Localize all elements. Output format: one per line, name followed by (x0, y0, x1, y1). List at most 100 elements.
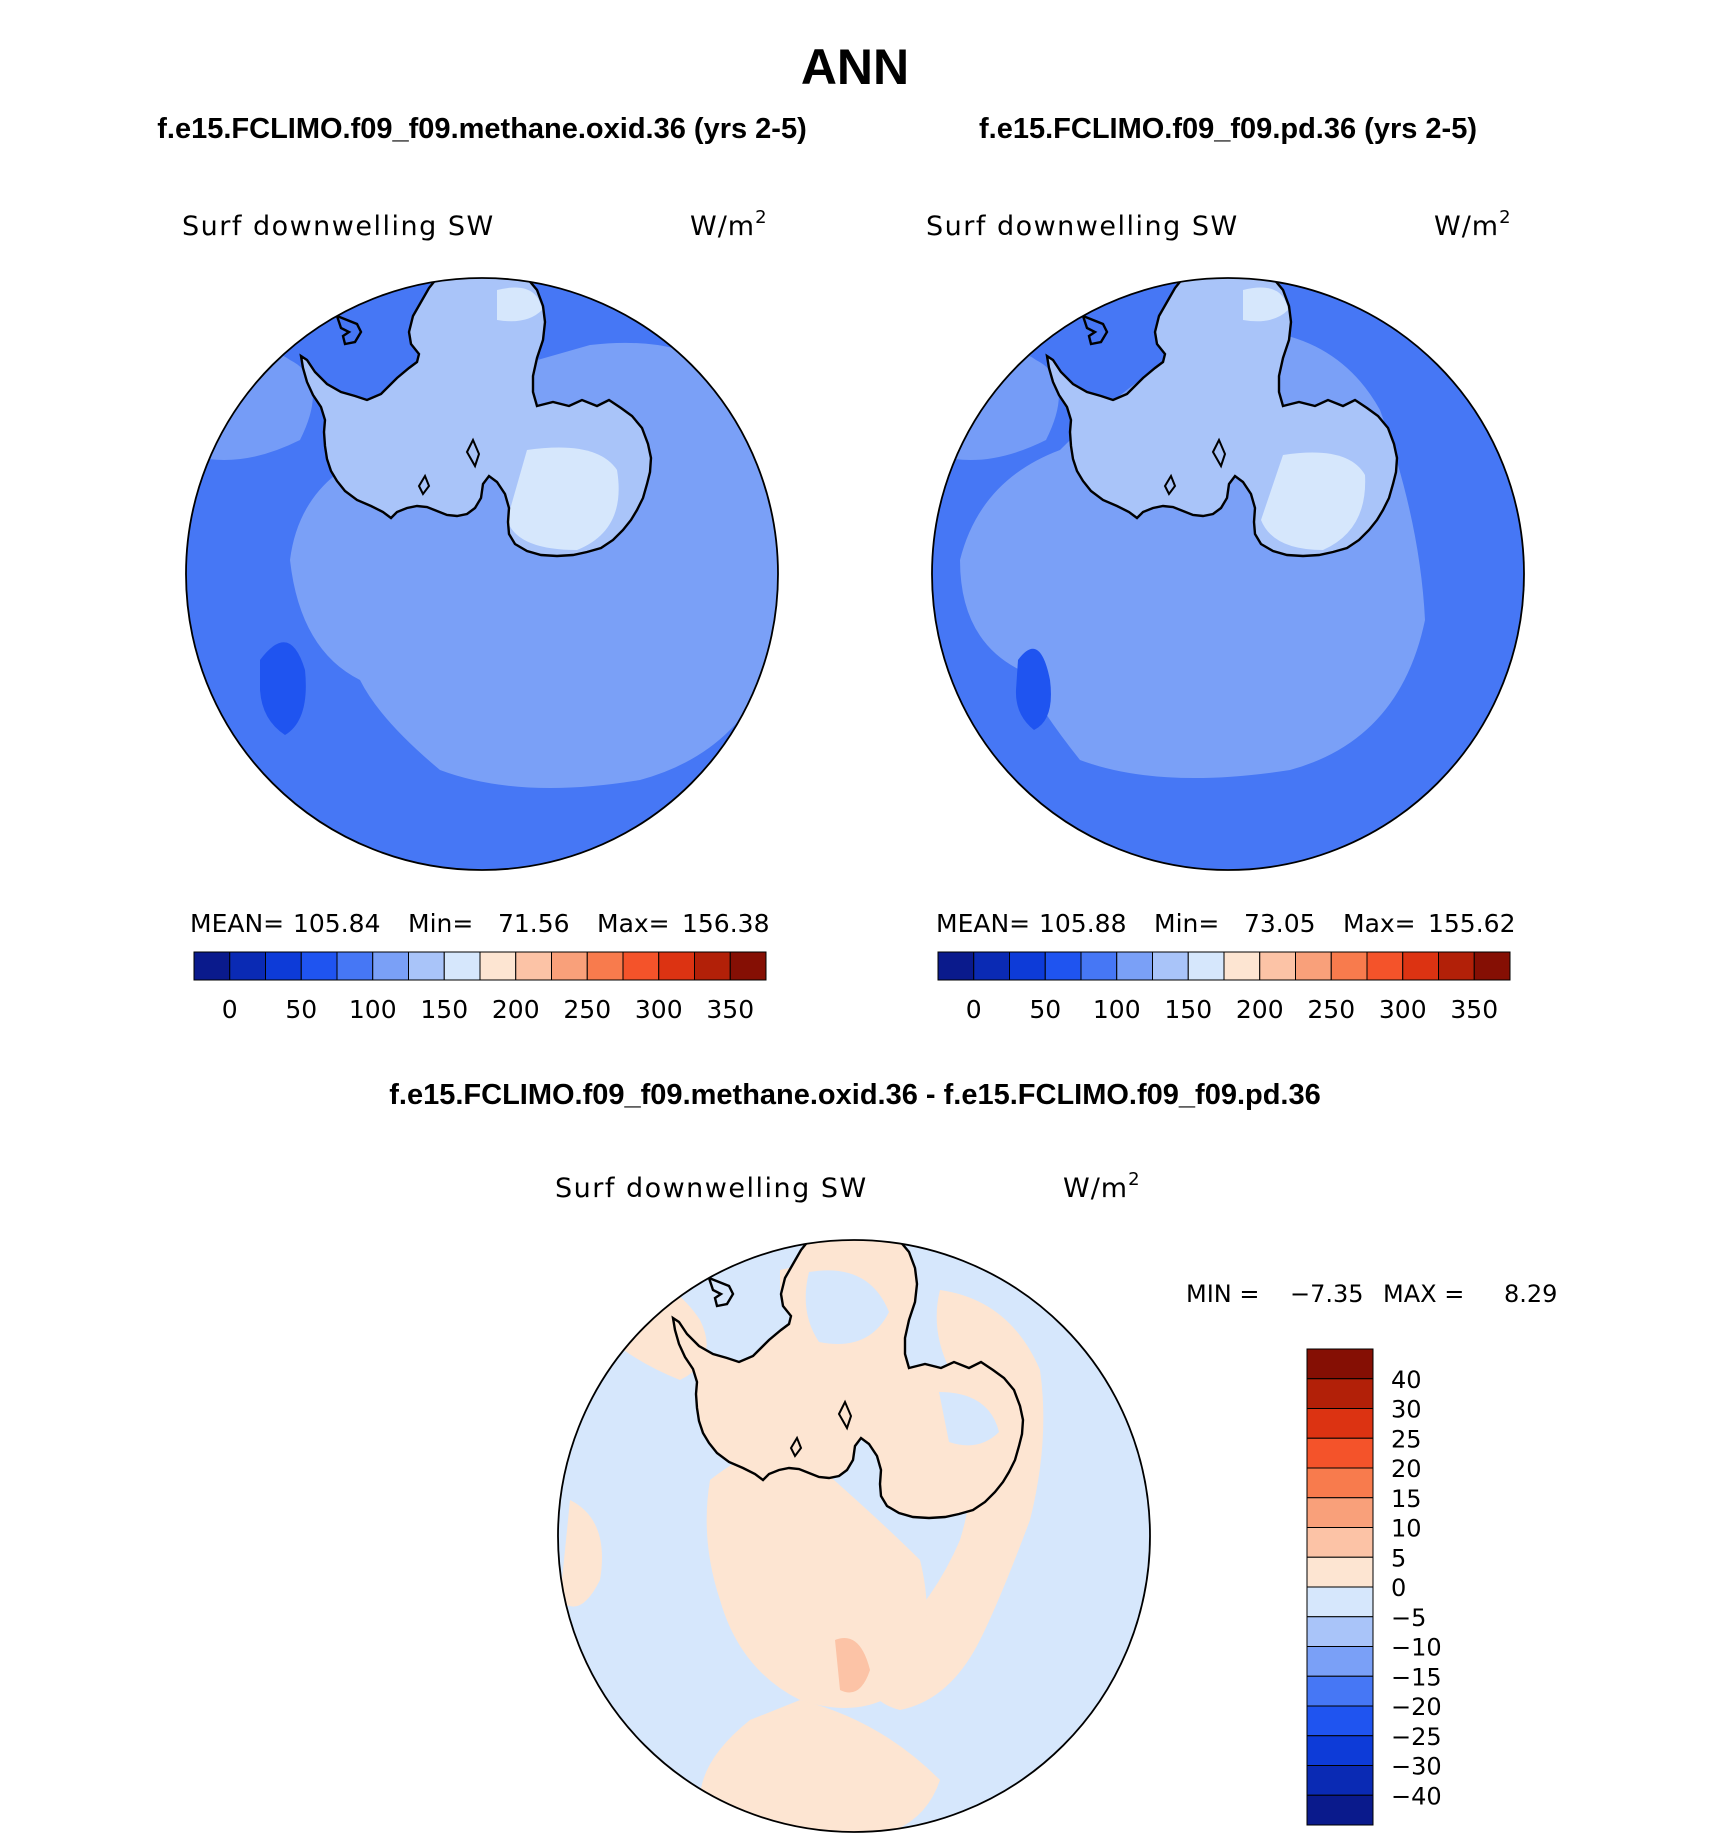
panel-2-colorbar-tick-label: 100 (1093, 995, 1141, 1024)
panel-1-colorbar-swatch (729, 951, 767, 981)
panel-1-colorbar-swatch (372, 951, 409, 981)
panel-3-variable-label: Surf downwelling SW (555, 1173, 868, 1204)
panel-1-colorbar-swatch (265, 951, 302, 981)
panel-1-map-boundary (185, 277, 779, 871)
panel-3-stats: MIN = −7.35 MAX = 8.29 (1186, 1280, 1557, 1308)
panel-3-colorbar-swatch (1306, 1765, 1374, 1796)
panel-2-mean-label: MEAN= (936, 909, 1030, 938)
panel-3-colorbar-swatch (1306, 1616, 1374, 1647)
panel-1-colorbar-swatch (193, 951, 231, 981)
panel-3-colorbar-tick-label: 20 (1391, 1455, 1422, 1483)
panel-1-mean-label: MEAN= (190, 909, 284, 938)
panel-2-colorbar-swatch (1152, 951, 1189, 981)
panel-2-colorbar-swatch (1009, 951, 1046, 981)
panel-1-colorbar-swatch (336, 951, 374, 981)
panel-3-colorbar-swatch (1306, 1348, 1374, 1380)
panel-1-colorbar-swatch (479, 951, 517, 981)
panel-3-colorbar-swatch (1306, 1735, 1374, 1766)
panel-3-colorbar-tick-label: 40 (1391, 1366, 1422, 1394)
figure-title: ANN (801, 39, 909, 95)
panel-1-colorbar-swatch (694, 951, 731, 981)
panel-3-colorbar-tick-label: 25 (1391, 1425, 1422, 1453)
panel-2-colorbar-swatch (1187, 951, 1225, 981)
panel-2-colorbar-swatch (1295, 951, 1332, 981)
panel-3-colorbar-tick-label: −5 (1391, 1604, 1426, 1632)
panel-1-colorbar-swatch (443, 951, 481, 981)
panel-3-map-boundary (557, 1239, 1151, 1833)
panel-2-colorbar-tick-label: 200 (1236, 995, 1284, 1024)
panel-3-map (558, 1240, 1150, 1832)
panel-2-min-value: 73.05 (1244, 909, 1316, 938)
panel-3-colorbar-tick-label: 10 (1391, 1515, 1422, 1543)
panel-1-colorbar: 0 50 100 150 200 250 300 350 (193, 951, 767, 1024)
panel-2-colorbar-swatch (937, 951, 975, 981)
panel-2-colorbar-swatch (1330, 951, 1368, 981)
panel-3-colorbar-tick-label: −25 (1391, 1723, 1442, 1751)
panel-3-colorbar-swatch (1306, 1556, 1374, 1588)
panel-2-colorbar-tick-label: 250 (1307, 995, 1355, 1024)
panel-3-colorbar-tick-label: −15 (1391, 1663, 1442, 1691)
panel-3-colorbar-tick-label: −20 (1391, 1693, 1442, 1721)
panel-3-units-label: W/m2 (1063, 1169, 1141, 1204)
panel-1-units-label: W/m2 (690, 207, 768, 242)
panel-1-colorbar-tick-label: 350 (706, 995, 754, 1024)
panel-1-colorbar-tick-label: 200 (492, 995, 540, 1024)
panel-3-colorbar-swatch (1306, 1586, 1374, 1618)
panel-1-max-value: 156.38 (682, 909, 769, 938)
panel-2-stats: MEAN= 105.88 Min= 73.05 Max= 155.62 (936, 909, 1515, 938)
panel-3-colorbar-tick-label: 5 (1391, 1544, 1406, 1572)
panel-3-colorbar-swatch (1306, 1437, 1374, 1469)
panel-3-colorbar-swatch (1306, 1705, 1374, 1737)
panel-1-colorbar-swatch (658, 951, 695, 981)
panel-2: f.e15.FCLIMO.f09_f09.pd.36 (yrs 2-5) Sur… (926, 113, 1525, 1024)
panel-1-colorbar-tick-label: 0 (222, 995, 238, 1024)
panel-3-colorbar-tick-label: 0 (1391, 1574, 1406, 1602)
panel-2-colorbar-swatch (1044, 951, 1082, 981)
panel-2-colorbar-swatch (1473, 951, 1511, 981)
panel-1-colorbar-swatch (515, 951, 552, 981)
panel-3-case-title: f.e15.FCLIMO.f09_f09.methane.oxid.36 - f… (389, 1079, 1321, 1111)
panel-1-colorbar-tick-label: 300 (635, 995, 683, 1024)
panel-3-colorbar-swatch (1306, 1646, 1374, 1677)
panel-1-colorbar-swatch (408, 951, 445, 981)
panel-3-max-label: MAX = (1383, 1280, 1464, 1308)
panel-2-map-boundary (931, 277, 1525, 871)
panel-3: f.e15.FCLIMO.f09_f09.methane.oxid.36 - f… (389, 1079, 1557, 1833)
panel-2-variable-label: Surf downwelling SW (926, 211, 1239, 242)
panel-2-mean-value: 105.88 (1039, 909, 1126, 938)
panel-1-colorbar-swatch (300, 951, 338, 981)
panel-1-case-title: f.e15.FCLIMO.f09_f09.methane.oxid.36 (yr… (157, 113, 807, 145)
panel-2-map (932, 278, 1524, 870)
panel-3-colorbar-swatch (1306, 1497, 1374, 1528)
panel-1-colorbar-tick-label: 150 (420, 995, 468, 1024)
panel-2-colorbar: 0 50 100 150 200 250 300 350 (937, 951, 1511, 1024)
panel-3-colorbar-swatch (1306, 1408, 1374, 1439)
panel-2-colorbar-tick-label: 0 (966, 995, 982, 1024)
panel-1-min-label: Min= (408, 909, 473, 938)
panel-1-map (186, 278, 778, 870)
panel-2-colorbar-tick-label: 300 (1379, 995, 1427, 1024)
panel-2-colorbar-tick-label: 150 (1164, 995, 1212, 1024)
panel-3-colorbar-swatch (1306, 1675, 1374, 1707)
panel-2-colorbar-swatch (1080, 951, 1118, 981)
panel-2-colorbar-swatch (1402, 951, 1439, 981)
panel-3-colorbar-swatch (1306, 1467, 1374, 1499)
panel-3-max-value: 8.29 (1504, 1280, 1557, 1308)
panel-1-stats: MEAN= 105.84 Min= 71.56 Max= 156.38 (190, 909, 769, 938)
panel-1-colorbar-tick-label: 50 (285, 995, 317, 1024)
panel-1-colorbar-swatch (622, 951, 660, 981)
panel-3-colorbar-tick-label: 30 (1391, 1396, 1422, 1424)
panel-1-colorbar-tick-label: 250 (563, 995, 611, 1024)
panel-2-max-label: Max= (1343, 909, 1416, 938)
panel-3-colorbar-tick-label: −40 (1391, 1782, 1442, 1810)
panel-1-colorbar-swatch (229, 951, 266, 981)
panel-1-max-label: Max= (597, 909, 670, 938)
panel-3-colorbar-tick-label: −10 (1391, 1634, 1442, 1662)
panel-1-variable-label: Surf downwelling SW (182, 211, 495, 242)
panel-3-colorbar-swatch (1306, 1794, 1374, 1826)
panel-1: f.e15.FCLIMO.f09_f09.methane.oxid.36 (yr… (157, 113, 807, 1024)
panel-2-case-title: f.e15.FCLIMO.f09_f09.pd.36 (yrs 2-5) (979, 113, 1477, 145)
panel-3-min-label: MIN = (1186, 1280, 1259, 1308)
panel-2-units-label: W/m2 (1434, 207, 1512, 242)
